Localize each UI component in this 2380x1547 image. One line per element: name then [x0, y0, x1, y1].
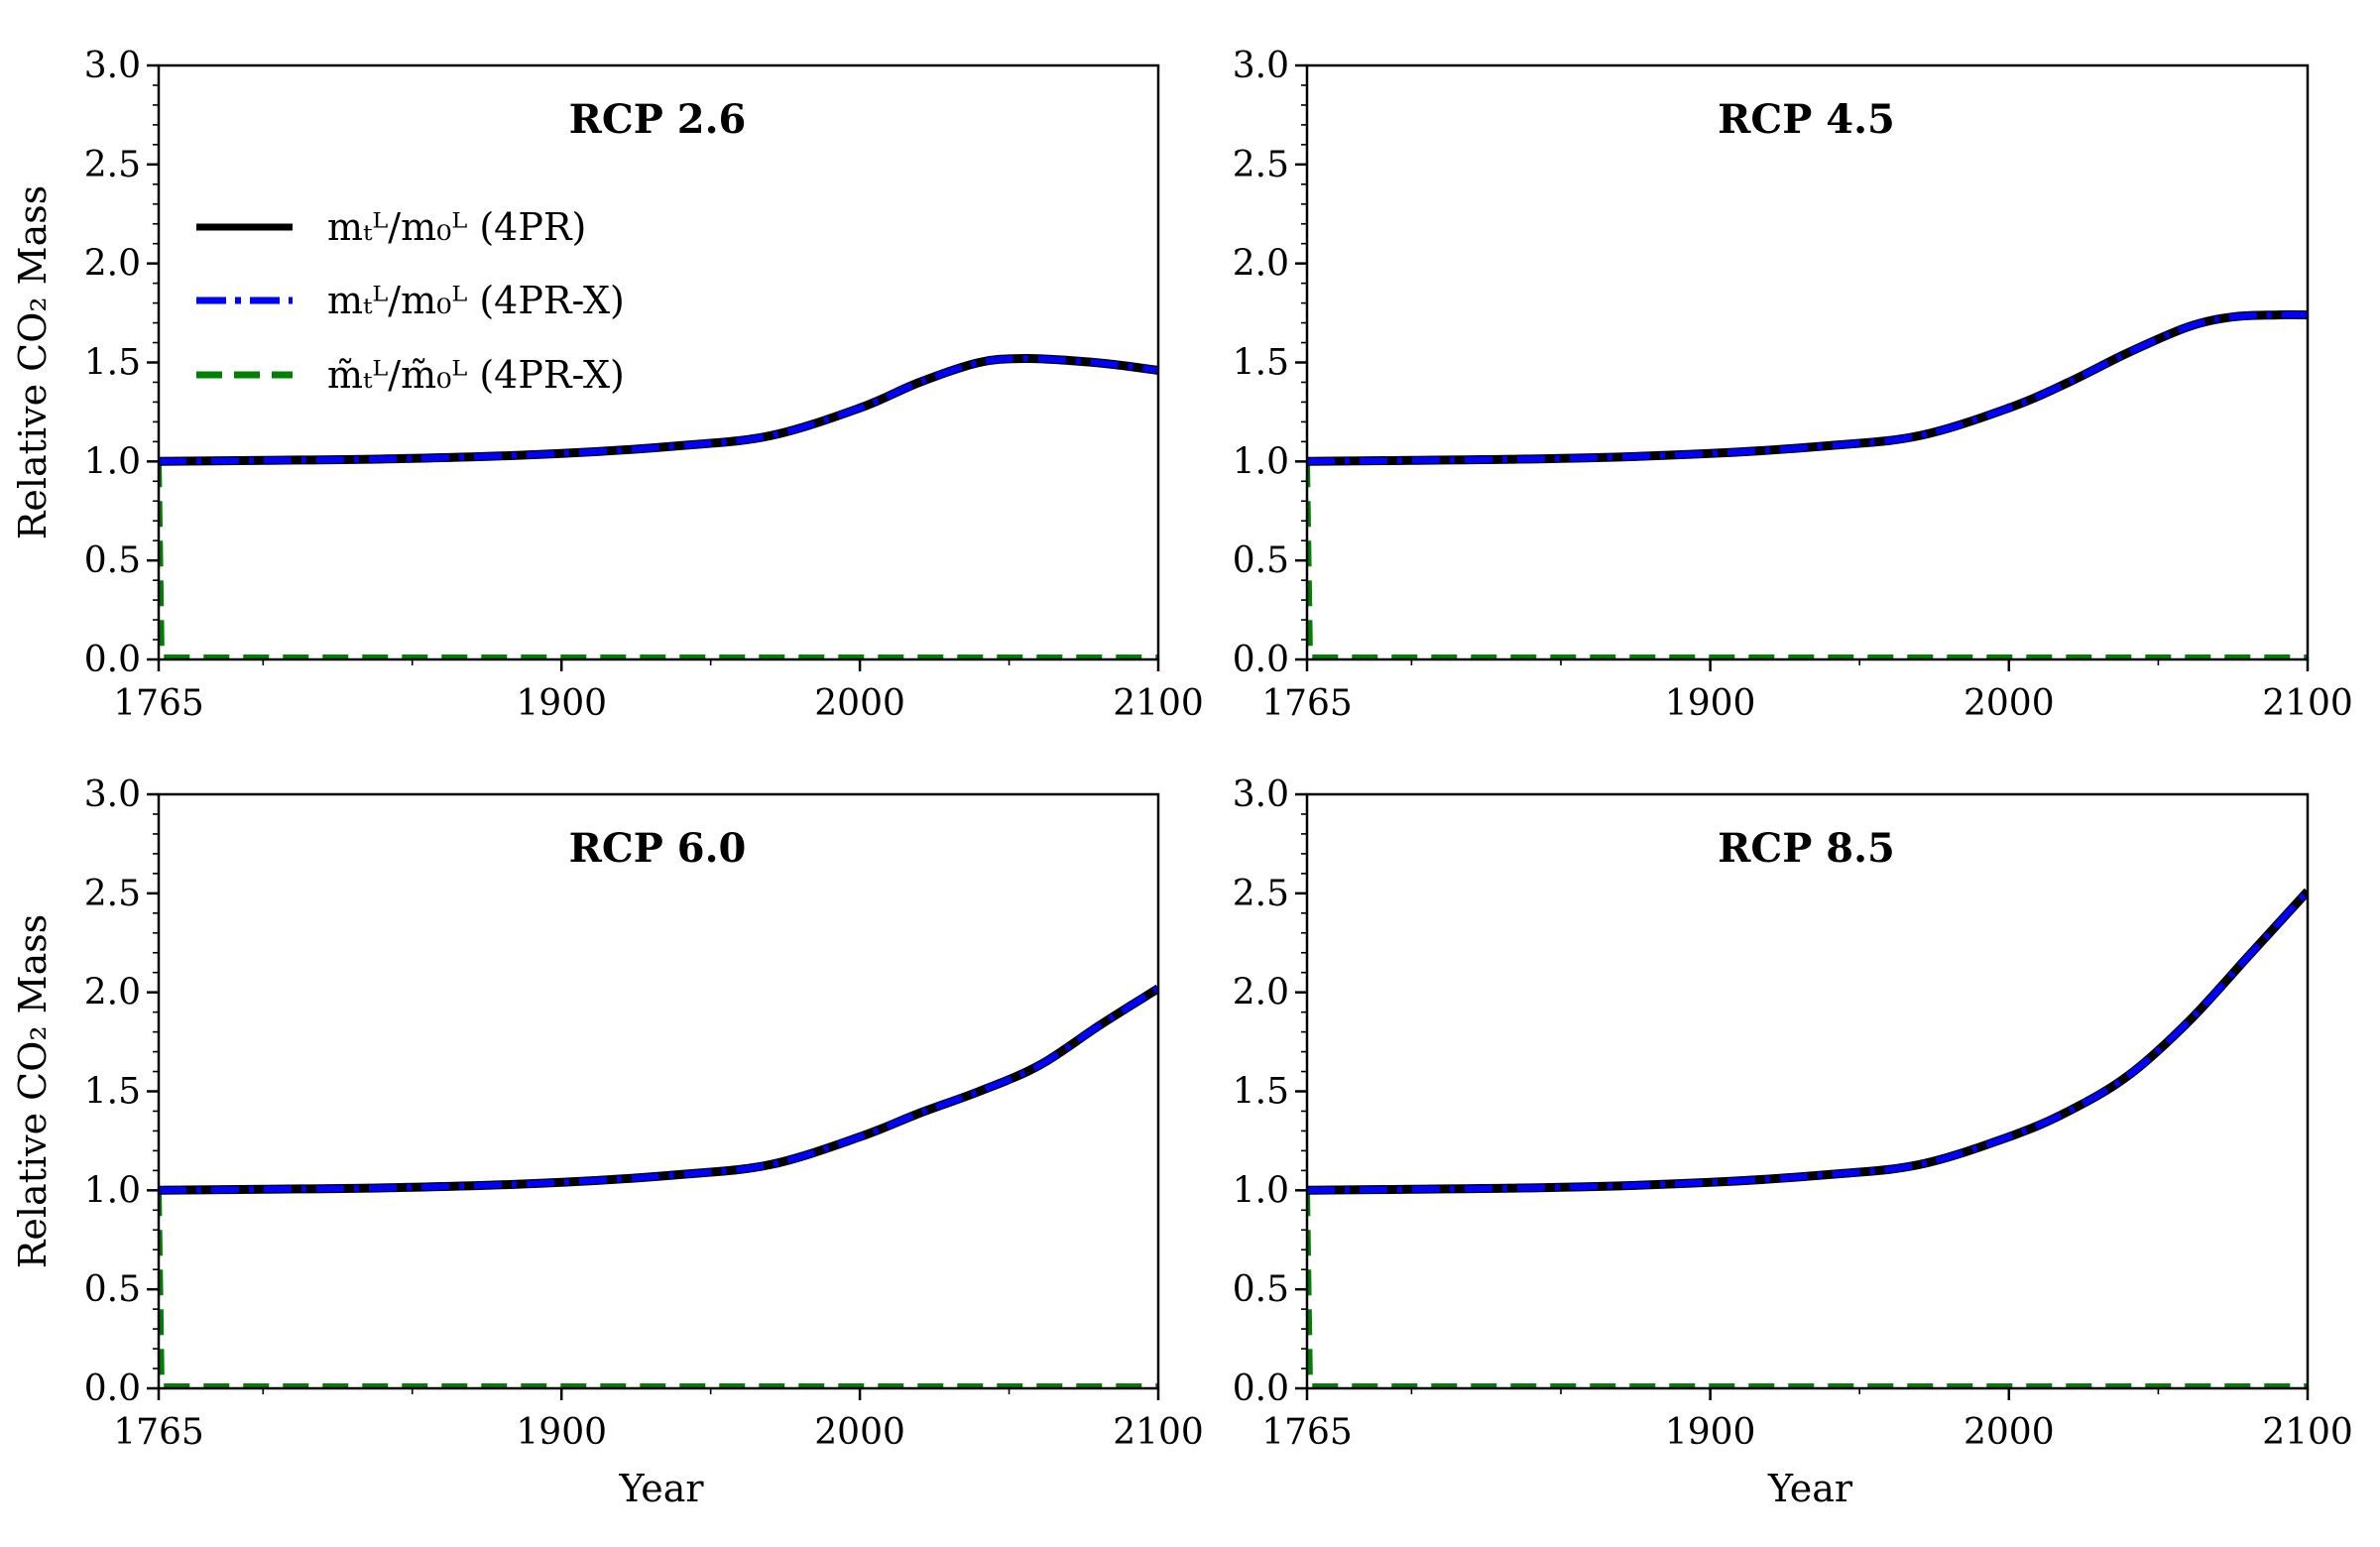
x-axis-label: Year	[1767, 1467, 1853, 1510]
x-tick-label: 1765	[1261, 683, 1353, 724]
plot-frame	[1305, 792, 2310, 1390]
series-line-2	[159, 985, 1158, 1194]
x-tick-label: 1765	[113, 1412, 204, 1453]
y-tick-label: 2.5	[1233, 145, 1289, 185]
y-tick-label: 1.5	[1233, 1072, 1289, 1113]
y-tick-label: 3.0	[1233, 46, 1289, 86]
y-tick-label: 2.0	[84, 244, 141, 285]
series-group	[1307, 888, 2308, 1388]
x-tick-label: 2000	[1964, 683, 2055, 724]
legend: mₜᴸ/m₀ᴸ (4PR) mₜᴸ/m₀ᴸ (4PR-X) m̃ₜᴸ/m̃₀ᴸ (4…	[196, 205, 625, 397]
plot-frame	[157, 792, 1160, 1390]
y-tick-label: 2.5	[1233, 874, 1289, 914]
x-tick-label: 2100	[1113, 683, 1204, 724]
y-tick-label: 0.5	[84, 1269, 141, 1310]
y-tick-label: 3.0	[1233, 774, 1289, 815]
y-tick-label: 2.5	[84, 874, 141, 914]
y-tick-label: 1.5	[1233, 343, 1289, 384]
y-tick-label: 3.0	[84, 46, 141, 86]
series-line-3	[1307, 461, 2308, 659]
series-line-3	[159, 1190, 1158, 1388]
y-tick-label: 0.0	[84, 1368, 141, 1409]
series-group	[159, 984, 1158, 1388]
plot-frame	[1305, 63, 2310, 661]
series-group	[1307, 309, 2308, 659]
panel-title: RCP 8.5	[1718, 825, 1895, 872]
panel-2: 0.0 0.5 1.0 1.5 2.0 2.5 3.0 1765 1900 2000 2100 RCP…	[1233, 46, 2353, 724]
y-tick-label: 0.5	[84, 540, 141, 581]
series-line-1	[1307, 888, 2308, 1195]
legend-label: mₜᴸ/m₀ᴸ (4PR-X)	[327, 279, 625, 322]
x-tick-label: 2100	[2262, 1412, 2353, 1453]
y-tick-label: 1.0	[1233, 441, 1289, 482]
y-tick-label: 1.0	[84, 441, 141, 482]
y-tick-label: 0.0	[84, 640, 141, 680]
y-axis-label: Relative CO₂ Mass	[11, 914, 55, 1268]
y-tick-label: 0.5	[1233, 1269, 1289, 1310]
x-axis-label: Year	[618, 1467, 704, 1510]
series-line-3	[159, 461, 1158, 659]
x-tick-label: 1900	[516, 1412, 607, 1453]
panel-4: 0.0 0.5 1.0 1.5 2.0 2.5 3.0 1765 1900 2000 2100 RCP…	[1233, 774, 2353, 1510]
series-line-1	[159, 984, 1158, 1195]
y-tick-label: 3.0	[84, 774, 141, 815]
x-tick-label: 2100	[2262, 683, 2353, 724]
series-line-1	[1307, 309, 2308, 466]
y-tick-label: 2.0	[1233, 973, 1289, 1013]
y-axis-label: Relative CO₂ Mass	[11, 185, 55, 539]
y-tick-label: 0.5	[1233, 540, 1289, 581]
x-tick-label: 1765	[113, 683, 204, 724]
y-tick-label: 0.0	[1233, 640, 1289, 680]
x-tick-label: 2000	[1964, 1412, 2055, 1453]
panel-title: RCP 2.6	[569, 96, 747, 143]
panel-3: 0.0 0.5 1.0 1.5 2.0 2.5 3.0 1765 1900 2000 2100 RCP…	[11, 774, 1204, 1510]
x-tick-label: 2100	[1113, 1412, 1204, 1453]
panel-1: 0.0 0.5 1.0 1.5 2.0 2.5 3.0 1765 1900 2000 2100 RCP…	[11, 46, 1204, 724]
x-tick-label: 2000	[814, 683, 905, 724]
y-tick-label: 1.0	[1233, 1170, 1289, 1211]
y-tick-label: 1.5	[84, 343, 141, 384]
x-tick-label: 1900	[1665, 683, 1756, 724]
series-line-2	[1307, 311, 2308, 465]
panel-title: RCP 4.5	[1718, 96, 1895, 143]
x-tick-label: 1900	[1665, 1412, 1756, 1453]
y-tick-label: 1.5	[84, 1072, 141, 1113]
panel-title: RCP 6.0	[569, 825, 747, 872]
y-tick-label: 0.0	[1233, 1368, 1289, 1409]
y-tick-label: 2.5	[84, 145, 141, 185]
y-tick-label: 1.0	[84, 1170, 141, 1211]
y-tick-label: 2.0	[84, 973, 141, 1013]
x-tick-label: 1900	[516, 683, 607, 724]
series-line-2	[159, 355, 1158, 465]
series-line-2	[1307, 889, 2308, 1194]
x-tick-label: 2000	[814, 1412, 905, 1453]
series-line-3	[1307, 1190, 2308, 1388]
x-tick-label: 1765	[1261, 1412, 1353, 1453]
legend-label: m̃ₜᴸ/m̃₀ᴸ (4PR-X)	[327, 353, 625, 397]
legend-label: mₜᴸ/m₀ᴸ (4PR)	[327, 205, 586, 249]
y-tick-label: 2.0	[1233, 244, 1289, 285]
series-group	[159, 353, 1158, 659]
